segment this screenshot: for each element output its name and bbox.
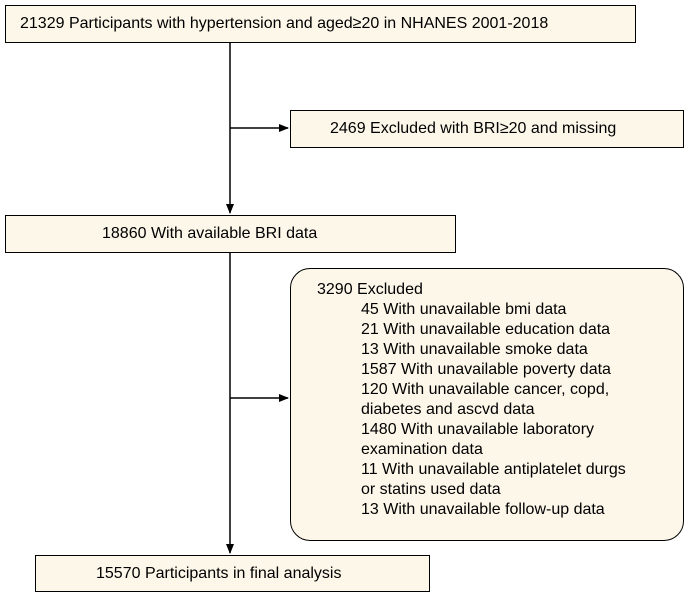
exclusion-item: 1480 With unavailable laboratory examina… [361,421,595,458]
exclusion2-title: 3290 Excluded [317,281,423,298]
top-box-text: 21329 Participants with hypertension and… [20,15,549,32]
exclusion-item: 11 With unavailable antiplatelet durgs o… [361,461,626,498]
exclusion-item: 13 With unavailable follow-up data [361,501,605,518]
exclusion-item: 45 With unavailable bmi data [361,301,567,318]
exclusion2-box: 3290 Excluded 45 With unavailable bmi da… [290,268,684,541]
middle-box-text: 18860 With available BRI data [102,225,318,242]
final-box: 15570 Participants in final analysis [35,555,430,592]
middle-box: 18860 With available BRI data [5,215,456,253]
top-box: 21329 Participants with hypertension and… [5,5,636,43]
exclusion1-box: 2469 Excluded with BRI≥20 and missing [290,110,684,148]
exclusion-item: 13 With unavailable smoke data [361,341,588,358]
exclusion1-text: 2469 Excluded with BRI≥20 and missing [330,120,617,137]
exclusion-item: 120 With unavailable cancer, copd, diabe… [361,381,610,418]
final-box-text: 15570 Participants in final analysis [96,565,342,582]
exclusion2-list: 45 With unavailable bmi data 21 With una… [317,300,683,520]
exclusion-item: 21 With unavailable education data [361,321,611,338]
exclusion-item: 1587 With unavailable poverty data [361,361,611,378]
